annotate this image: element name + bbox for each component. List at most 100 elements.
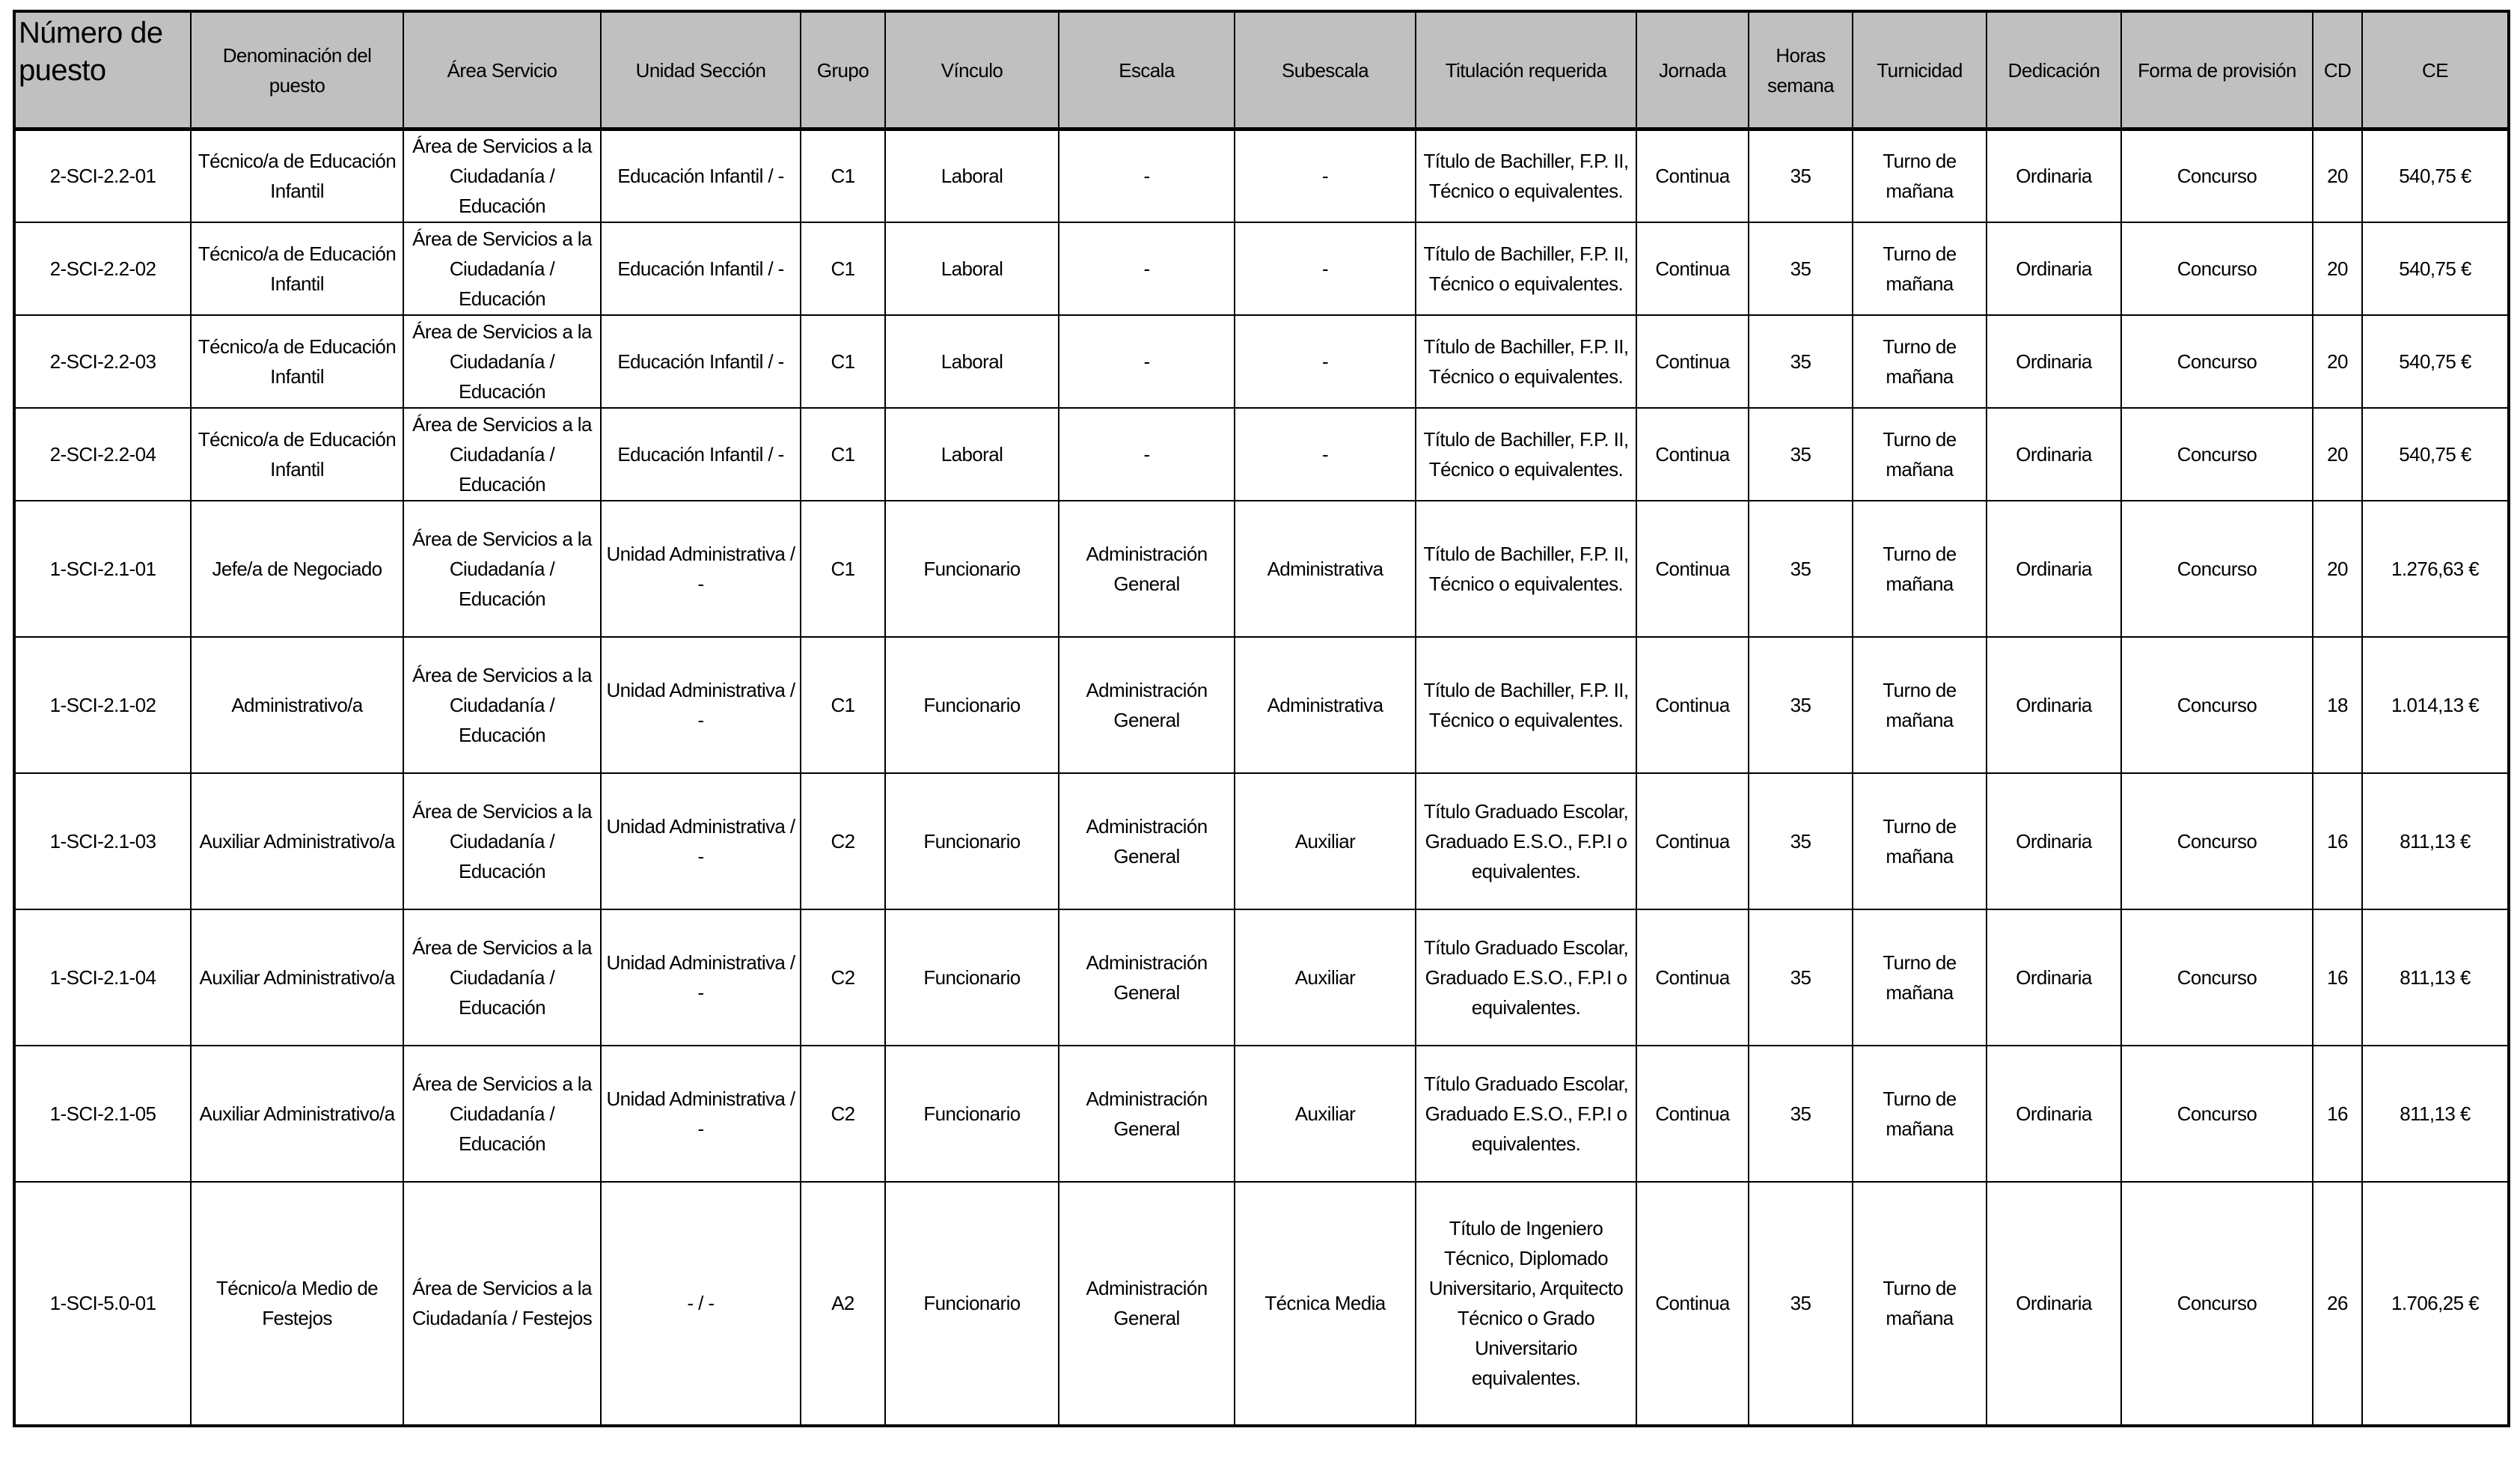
- cell-numero-puesto: 2-SCI-2.2-02: [13, 221, 192, 316]
- cell-titulacion: Título Graduado Escolar, Graduado E.S.O.…: [1415, 1044, 1637, 1183]
- cell-turnicidad: Turno de mañana: [1852, 635, 1987, 774]
- cell-subescala: -: [1234, 221, 1416, 316]
- cell-ce: 811,13 €: [2361, 908, 2510, 1046]
- cell-forma-provision: Concurso: [2120, 406, 2313, 501]
- cell-grupo: C2: [800, 772, 886, 910]
- cell-dedicacion: Ordinaria: [1986, 1180, 2122, 1427]
- table-row: 1-SCI-2.1-03 Auxiliar Administrativo/a Áre…: [13, 772, 2510, 910]
- cell-escala: Administración General: [1058, 772, 1235, 910]
- cell-escala: Administración General: [1058, 1180, 1235, 1427]
- cell-area-servicio: Área de Servicios a la Ciudadanía / Educ…: [403, 406, 602, 501]
- cell-dedicacion: Ordinaria: [1986, 908, 2122, 1046]
- cell-unidad-seccion: Educación Infantil / -: [600, 314, 801, 409]
- cell-titulacion: Título de Bachiller, F.P. II, Técnico o …: [1415, 221, 1637, 316]
- cell-area-servicio: Área de Servicios a la Ciudadanía / Educ…: [403, 128, 602, 223]
- cell-jornada: Continua: [1636, 128, 1749, 223]
- cell-ce: 811,13 €: [2361, 772, 2510, 910]
- cell-dedicacion: Ordinaria: [1986, 406, 2122, 501]
- cell-turnicidad: Turno de mañana: [1852, 221, 1987, 316]
- cell-titulacion: Título de Bachiller, F.P. II, Técnico o …: [1415, 406, 1637, 501]
- cell-unidad-seccion: Educación Infantil / -: [600, 128, 801, 223]
- cell-numero-puesto: 2-SCI-2.2-01: [13, 128, 192, 223]
- cell-grupo: C1: [800, 635, 886, 774]
- cell-jornada: Continua: [1636, 1044, 1749, 1183]
- cell-unidad-seccion: - / -: [600, 1180, 801, 1427]
- cell-numero-puesto: 2-SCI-2.2-04: [13, 406, 192, 501]
- cell-horas-semana: 35: [1748, 908, 1853, 1046]
- cell-ce: 1.276,63 €: [2361, 499, 2510, 638]
- header-unidad-seccion: Unidad Sección: [600, 10, 801, 131]
- cell-unidad-seccion: Unidad Administrativa / -: [600, 772, 801, 910]
- cell-ce: 1.014,13 €: [2361, 635, 2510, 774]
- cell-horas-semana: 35: [1748, 221, 1853, 316]
- cell-grupo: C1: [800, 499, 886, 638]
- cell-subescala: Auxiliar: [1234, 772, 1416, 910]
- cell-horas-semana: 35: [1748, 406, 1853, 501]
- cell-horas-semana: 35: [1748, 635, 1853, 774]
- cell-area-servicio: Área de Servicios a la Ciudadanía / Educ…: [403, 221, 602, 316]
- cell-titulacion: Título de Bachiller, F.P. II, Técnico o …: [1415, 128, 1637, 223]
- cell-dedicacion: Ordinaria: [1986, 314, 2122, 409]
- table-row: 2-SCI-2.2-04 Técnico/a de Educación Infan…: [13, 406, 2510, 501]
- table-row: 2-SCI-2.2-03 Técnico/a de Educación Infan…: [13, 314, 2510, 409]
- table-row: 2-SCI-2.2-02 Técnico/a de Educación Infan…: [13, 221, 2510, 316]
- table-body: 2-SCI-2.2-01 Técnico/a de Educación Infan…: [13, 128, 2510, 1427]
- cell-horas-semana: 35: [1748, 1180, 1853, 1427]
- cell-forma-provision: Concurso: [2120, 1044, 2313, 1183]
- table-header: Número de puesto Denominación del puesto Á…: [13, 10, 2510, 131]
- cell-numero-puesto: 1-SCI-5.0-01: [13, 1180, 192, 1427]
- cell-denominacion: Técnico/a de Educación Infantil: [190, 128, 404, 223]
- cell-cd: 20: [2312, 128, 2363, 223]
- cell-escala: Administración General: [1058, 908, 1235, 1046]
- cell-escala: -: [1058, 221, 1235, 316]
- cell-denominacion: Auxiliar Administrativo/a: [190, 1044, 404, 1183]
- cell-dedicacion: Ordinaria: [1986, 635, 2122, 774]
- cell-vinculo: Laboral: [884, 128, 1059, 223]
- cell-ce: 540,75 €: [2361, 128, 2510, 223]
- cell-area-servicio: Área de Servicios a la Ciudadanía / Educ…: [403, 772, 602, 910]
- cell-ce: 540,75 €: [2361, 314, 2510, 409]
- cell-area-servicio: Área de Servicios a la Ciudadanía / Educ…: [403, 1044, 602, 1183]
- cell-ce: 1.706,25 €: [2361, 1180, 2510, 1427]
- cell-cd: 20: [2312, 314, 2363, 409]
- cell-cd: 20: [2312, 406, 2363, 501]
- cell-turnicidad: Turno de mañana: [1852, 1044, 1987, 1183]
- cell-forma-provision: Concurso: [2120, 128, 2313, 223]
- cell-subescala: Técnica Media: [1234, 1180, 1416, 1427]
- cell-cd: 18: [2312, 635, 2363, 774]
- cell-ce: 540,75 €: [2361, 221, 2510, 316]
- cell-unidad-seccion: Unidad Administrativa / -: [600, 635, 801, 774]
- cell-unidad-seccion: Educación Infantil / -: [600, 406, 801, 501]
- cell-unidad-seccion: Educación Infantil / -: [600, 221, 801, 316]
- cell-horas-semana: 35: [1748, 1044, 1853, 1183]
- cell-titulacion: Título de Bachiller, F.P. II, Técnico o …: [1415, 499, 1637, 638]
- job-positions-table: Número de puesto Denominación del puesto Á…: [13, 10, 2510, 1427]
- cell-numero-puesto: 1-SCI-2.1-05: [13, 1044, 192, 1183]
- cell-grupo: C1: [800, 128, 886, 223]
- cell-denominacion: Administrativo/a: [190, 635, 404, 774]
- header-numero-puesto: Número de puesto: [13, 10, 192, 131]
- cell-cd: 16: [2312, 908, 2363, 1046]
- cell-turnicidad: Turno de mañana: [1852, 908, 1987, 1046]
- table-row: 2-SCI-2.2-01 Técnico/a de Educación Infan…: [13, 128, 2510, 223]
- cell-numero-puesto: 2-SCI-2.2-03: [13, 314, 192, 409]
- cell-grupo: C1: [800, 406, 886, 501]
- cell-titulacion: Título Graduado Escolar, Graduado E.S.O.…: [1415, 908, 1637, 1046]
- cell-cd: 20: [2312, 499, 2363, 638]
- cell-dedicacion: Ordinaria: [1986, 1044, 2122, 1183]
- cell-numero-puesto: 1-SCI-2.1-02: [13, 635, 192, 774]
- cell-escala: -: [1058, 406, 1235, 501]
- cell-vinculo: Funcionario: [884, 908, 1059, 1046]
- cell-forma-provision: Concurso: [2120, 499, 2313, 638]
- cell-unidad-seccion: Unidad Administrativa / -: [600, 499, 801, 638]
- cell-vinculo: Funcionario: [884, 1044, 1059, 1183]
- header-horas-semana: Horas semana: [1748, 10, 1853, 131]
- cell-grupo: A2: [800, 1180, 886, 1427]
- cell-escala: Administración General: [1058, 1044, 1235, 1183]
- header-forma-provision: Forma de provisión: [2120, 10, 2313, 131]
- cell-escala: Administración General: [1058, 499, 1235, 638]
- table-row: 1-SCI-5.0-01 Técnico/a Medio de Festejos Á…: [13, 1180, 2510, 1427]
- cell-area-servicio: Área de Servicios a la Ciudadanía / Fest…: [403, 1180, 602, 1427]
- cell-jornada: Continua: [1636, 1180, 1749, 1427]
- cell-vinculo: Funcionario: [884, 1180, 1059, 1427]
